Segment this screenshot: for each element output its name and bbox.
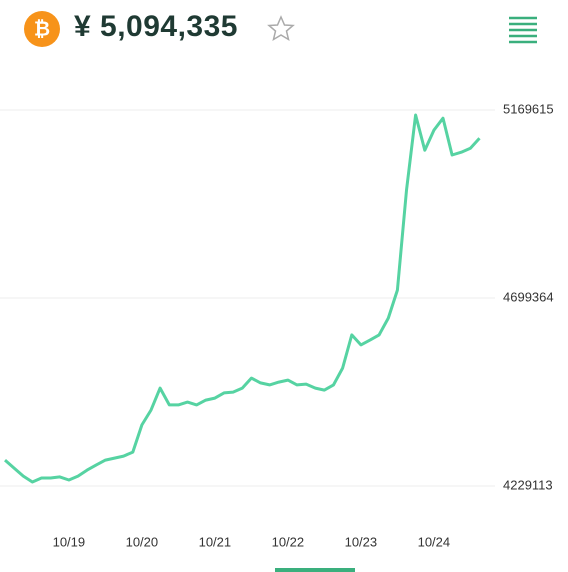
y-tick-label: 4229113 [503,477,553,492]
bitcoin-symbol: ₿ [34,18,50,40]
bitcoin-icon[interactable] [24,11,60,47]
header-icons: ₿ [24,11,537,47]
favorite-star[interactable] [267,15,295,42]
x-tick-label: 10/20 [126,534,159,549]
menu-icon[interactable] [509,16,537,44]
x-tick-label: 10/24 [418,534,451,549]
y-tick-label: 5169615 [503,101,554,116]
x-tick-label: 10/22 [272,534,305,549]
price: ¥ 5,094,335 [74,10,238,43]
price-line [4,113,481,484]
header: ₿ ¥ 5,094,335 [0,0,568,60]
x-tick-label: 10/21 [199,534,232,549]
tab-indicator [275,568,355,572]
x-tick-label: 10/23 [345,534,378,549]
x-tick-label: 10/19 [53,534,86,549]
y-tick-label: 4699364 [503,289,554,304]
